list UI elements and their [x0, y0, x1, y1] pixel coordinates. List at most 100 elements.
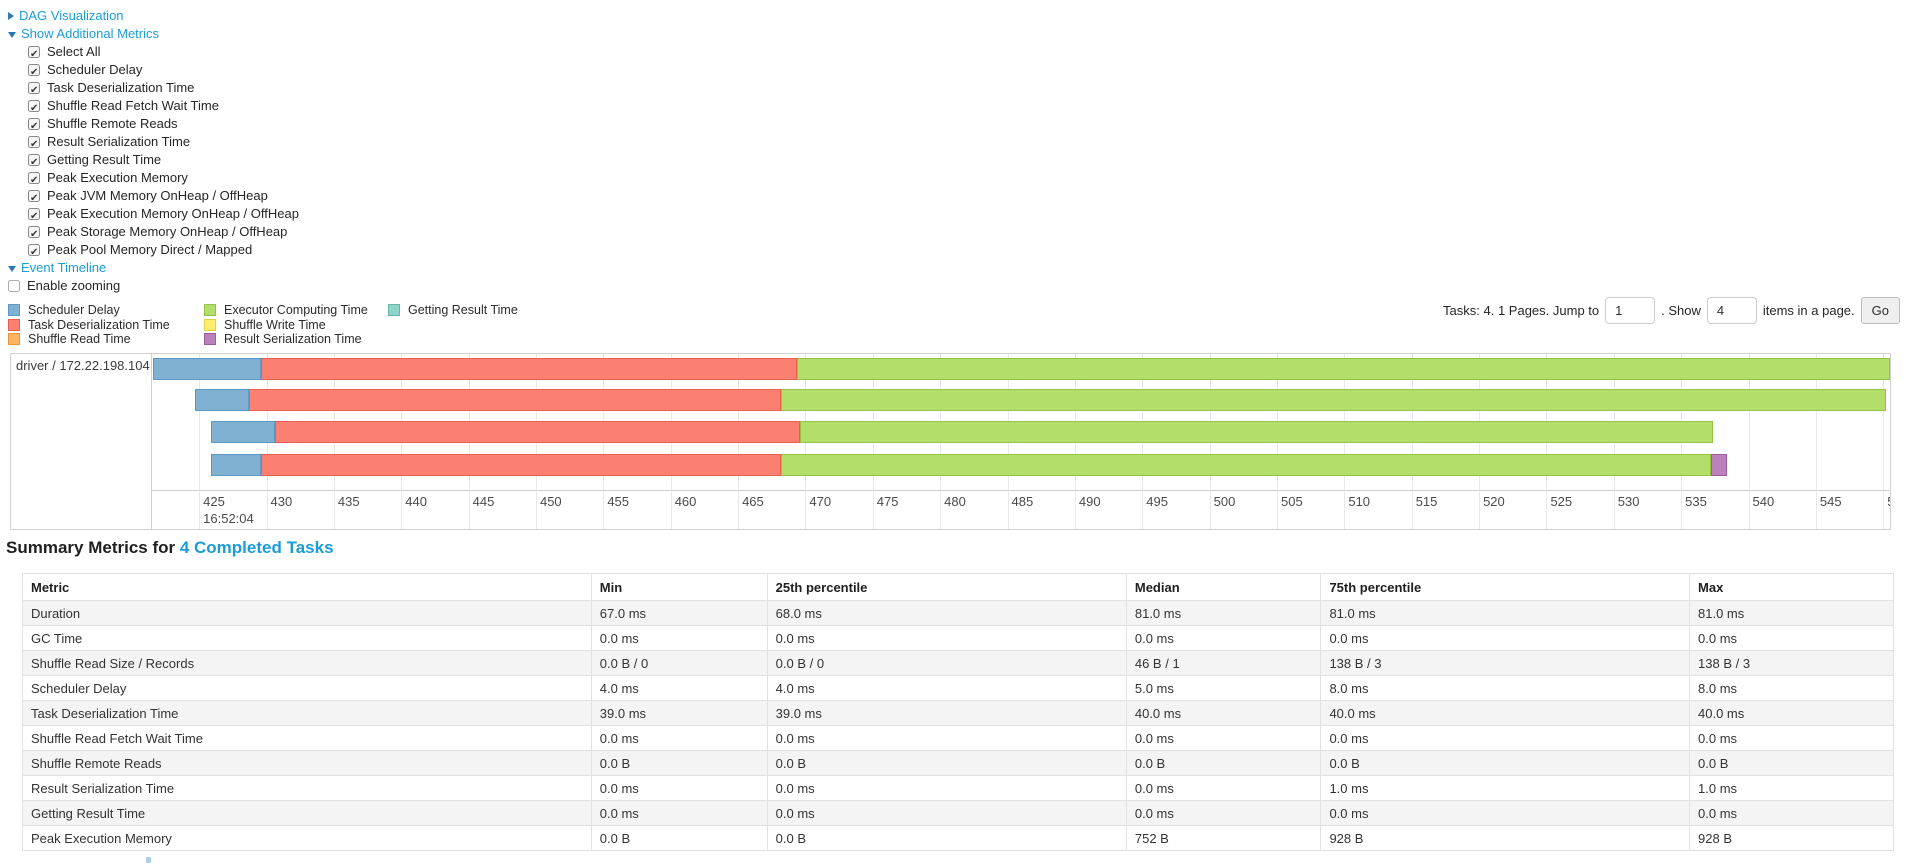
axis-tick-label: 545	[1819, 494, 1842, 509]
metric-checkbox[interactable]	[28, 172, 40, 190]
event-timeline-toggle[interactable]: Event Timeline	[8, 259, 299, 277]
summary-table-cell: 4.0 ms	[590, 675, 768, 701]
legend-column: Scheduler Delay Task Deserialization Time…	[8, 303, 204, 347]
completed-tasks-link[interactable]: 4 Completed Tasks	[179, 538, 334, 557]
axis-tick-label: 515	[1415, 494, 1438, 509]
axis-time-label: 16:52:04	[203, 511, 254, 526]
summary-table-cell: 0.0 ms	[1125, 725, 1322, 751]
metric-checkbox-item[interactable]: Peak Execution Memory OnHeap / OffHeap	[8, 205, 299, 226]
summary-table-row: Peak Execution Memory 0.0 B 0.0 B 752 B 928 …	[22, 825, 1894, 851]
metric-checkbox-item[interactable]: Peak Pool Memory Direct / Mapped	[8, 241, 299, 262]
show-additional-metrics-link[interactable]: Show Additional Metrics	[21, 26, 160, 41]
go-button[interactable]: Go	[1860, 297, 1900, 324]
dag-visualization-link[interactable]: DAG Visualization	[19, 8, 124, 23]
metric-checkbox[interactable]	[28, 208, 40, 226]
enable-zooming-checkbox[interactable]	[8, 280, 20, 292]
timeline-task-segment[interactable]	[249, 389, 782, 411]
axis-tick-label: 445	[472, 494, 495, 509]
metric-checkbox-label: Getting Result Time	[47, 152, 162, 167]
summary-table-cell: Result Serialization Time	[22, 775, 592, 801]
timeline-task-segment[interactable]	[781, 389, 1886, 411]
metric-checkbox[interactable]	[28, 154, 40, 172]
enable-zooming-label: Enable zooming	[27, 278, 121, 293]
metric-checkbox[interactable]	[28, 190, 40, 208]
timeline-task-segment[interactable]	[1710, 454, 1727, 476]
summary-table-cell: 8.0 ms	[1689, 675, 1894, 701]
metric-checkbox[interactable]	[28, 64, 40, 82]
timeline-plot-area: 425 16:52:04 430 435 440 445 450 455 460 465 470 47…	[152, 354, 1890, 529]
items-per-page-input[interactable]	[1706, 297, 1757, 324]
metric-checkbox-item[interactable]: Peak Storage Memory OnHeap / OffHeap	[8, 223, 299, 244]
summary-table-cell: 67.0 ms	[590, 600, 768, 626]
dag-visualization-toggle[interactable]: DAG Visualization	[8, 7, 299, 25]
metric-checkbox-item[interactable]: Peak Execution Memory	[8, 169, 299, 190]
timeline-task-segment[interactable]	[261, 358, 798, 380]
axis-tick-label: 480	[944, 494, 966, 509]
metric-checkbox[interactable]	[28, 46, 40, 64]
timeline-task-segment[interactable]	[211, 454, 262, 476]
summary-table-cell: 0.0 ms	[590, 725, 768, 751]
event-timeline-link[interactable]: Event Timeline	[21, 260, 107, 275]
summary-table-cell: 81.0 ms	[1125, 600, 1322, 626]
metric-checkbox-label: Task Deserialization Time	[47, 80, 195, 95]
legend-swatch-icon	[204, 333, 216, 346]
metric-checkbox[interactable]	[28, 82, 40, 100]
summary-table-cell: 40.0 ms	[1689, 700, 1894, 726]
summary-table-cell: Duration	[22, 600, 592, 626]
summary-table-cell: 0.0 ms	[766, 775, 1127, 801]
metric-checkbox-item[interactable]: Shuffle Read Fetch Wait Time	[8, 97, 299, 118]
metric-checkbox-item[interactable]: Select All	[8, 43, 299, 64]
summary-table-cell: 39.0 ms	[766, 700, 1127, 726]
timeline-task-segment[interactable]	[797, 358, 1890, 380]
timeline-task-segment[interactable]	[274, 421, 801, 443]
axis-tick-label: 460	[674, 494, 697, 509]
show-additional-metrics-toggle[interactable]: Show Additional Metrics	[8, 25, 299, 43]
metric-checkbox-item[interactable]: Task Deserialization Time	[8, 79, 299, 100]
caret-down-icon	[8, 32, 16, 38]
metric-checkbox-label: Peak Execution Memory	[47, 170, 188, 185]
axis-tick-label: 470	[809, 494, 832, 509]
legend-item: Getting Result Time	[388, 303, 518, 318]
summary-table-cell: Task Deserialization Time	[22, 700, 592, 726]
summary-table-cell: 752 B	[1125, 825, 1322, 851]
axis-divider	[152, 490, 1890, 491]
metric-checkbox-item[interactable]: Shuffle Remote Reads	[8, 115, 299, 136]
summary-table-row: Duration 67.0 ms 68.0 ms 81.0 ms 81.0 ms 81.0…	[22, 600, 1894, 626]
metric-checkbox-item[interactable]: Scheduler Delay	[8, 61, 299, 82]
timeline-task-segment[interactable]	[195, 389, 249, 411]
legend-item: Scheduler Delay	[8, 303, 204, 318]
timeline-task-segment[interactable]	[211, 421, 275, 443]
stage-controls: DAG Visualization Show Additional Metric…	[8, 7, 299, 295]
summary-table-cell: 0.0 ms	[1689, 800, 1894, 826]
summary-column-header: 75th percentile	[1320, 573, 1691, 601]
metric-checkbox-label: Result Serialization Time	[47, 134, 191, 149]
summary-table-row: Task Deserialization Time 39.0 ms 39.0 ms 4…	[22, 700, 1894, 726]
metric-checkbox[interactable]	[28, 136, 40, 154]
summary-table-cell: 138 B / 3	[1689, 650, 1894, 676]
summary-table-cell: 0.0 ms	[766, 725, 1127, 751]
metric-checkbox-item[interactable]: Getting Result Time	[8, 151, 299, 172]
summary-column-header: Median	[1125, 573, 1322, 601]
summary-column-header: Min	[590, 573, 768, 601]
timeline-task-segment[interactable]	[781, 454, 1711, 476]
metric-checkbox-label: Peak Storage Memory OnHeap / OffHeap	[47, 224, 288, 239]
summary-table-cell: 0.0 B	[766, 750, 1127, 776]
metric-checkbox[interactable]	[28, 226, 40, 244]
executor-group-label: driver / 172.22.198.104	[16, 358, 150, 373]
legend-item: Task Deserialization Time	[8, 318, 204, 333]
timeline-task-segment[interactable]	[153, 358, 262, 380]
jump-to-page-input[interactable]	[1605, 297, 1656, 324]
summary-table-cell: GC Time	[22, 625, 592, 651]
legend-swatch-icon	[8, 304, 20, 317]
metric-checkbox[interactable]	[28, 118, 40, 136]
timeline-task-segment[interactable]	[261, 454, 782, 476]
axis-tick-label: 435	[337, 494, 360, 509]
metric-checkbox-item[interactable]: Result Serialization Time	[8, 133, 299, 154]
timeline-task-segment[interactable]	[800, 421, 1714, 443]
metric-checkbox-item[interactable]: Peak JVM Memory OnHeap / OffHeap	[8, 187, 299, 208]
metric-checkbox[interactable]	[28, 244, 40, 262]
enable-zooming-row[interactable]: Enable zooming	[8, 277, 299, 295]
metric-checkbox[interactable]	[28, 100, 40, 118]
summary-table-cell: 5.0 ms	[1125, 675, 1322, 701]
summary-table-cell: 0.0 ms	[590, 775, 768, 801]
